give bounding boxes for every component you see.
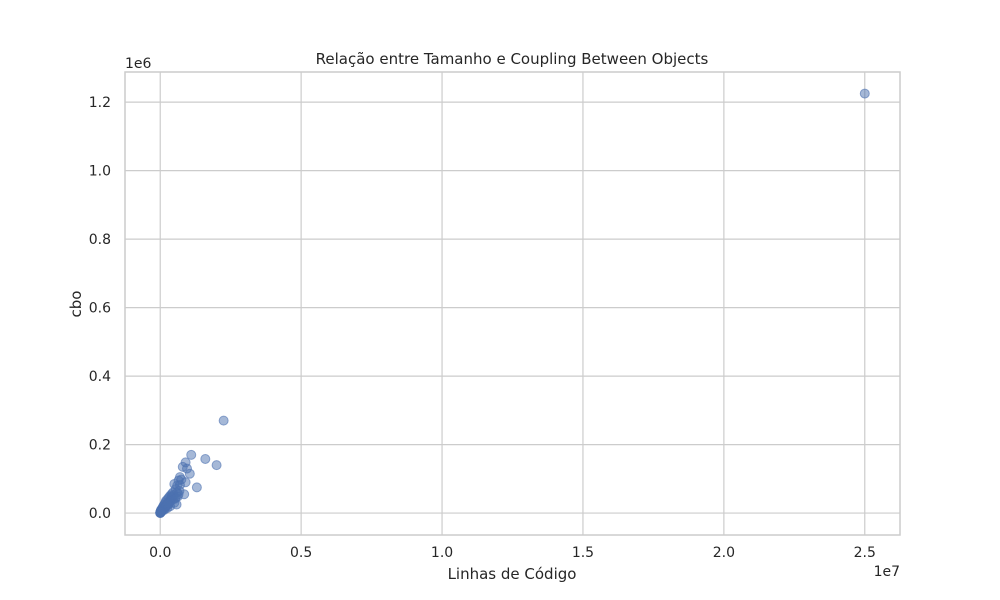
y-tick-labels: 0.0 0.2 0.4 0.6 0.8 1.0 1.2 [89, 95, 111, 522]
x-tick-label: 0.5 [290, 545, 312, 561]
data-point [200, 453, 211, 464]
chart-title: Relação entre Tamanho e Coupling Between… [316, 50, 709, 68]
data-point [174, 485, 185, 496]
y-tick-label: 0.8 [89, 232, 111, 248]
x-axis-label: Linhas de Código [448, 565, 577, 583]
x-tick-label: 1.0 [431, 545, 453, 561]
data-point [177, 461, 188, 472]
x-tick-labels: 0.0 0.5 1.0 1.5 2.0 2.5 [149, 545, 876, 561]
data-point [176, 474, 187, 485]
x-tick-label: 2.0 [713, 545, 735, 561]
data-point [186, 449, 197, 460]
y-axis-label: cbo [67, 291, 85, 318]
y-offset-label: 1e6 [125, 56, 152, 72]
data-point [155, 507, 166, 518]
y-tick-label: 0.2 [89, 438, 111, 454]
x-tick-label: 2.5 [854, 545, 876, 561]
data-point [191, 482, 202, 493]
data-point [218, 415, 229, 426]
plot-frame [124, 71, 901, 536]
x-tick-label: 1.5 [572, 545, 594, 561]
data-point [184, 468, 195, 479]
data-point [859, 88, 870, 99]
x-offset-label: 1e7 [874, 564, 900, 580]
y-tick-label: 0.6 [89, 301, 111, 317]
y-tick-label: 1.0 [89, 164, 111, 180]
data-point [211, 460, 222, 471]
y-tick-label: 0.4 [89, 369, 111, 385]
x-tick-label: 0.0 [149, 545, 171, 561]
y-tick-label: 1.2 [89, 95, 111, 111]
data-points [155, 88, 870, 518]
grid [125, 72, 900, 535]
y-tick-label: 0.0 [89, 506, 111, 522]
